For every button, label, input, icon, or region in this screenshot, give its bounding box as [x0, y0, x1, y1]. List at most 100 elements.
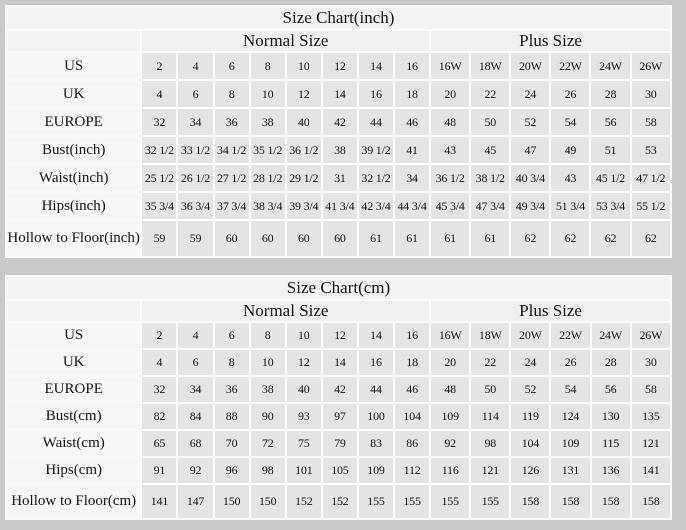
- data-cell: 31: [322, 165, 357, 191]
- data-cell: 155: [471, 485, 510, 518]
- data-cell: 16W: [431, 53, 470, 79]
- data-cell: 91: [142, 458, 177, 483]
- data-cell: 62: [631, 221, 670, 256]
- table-row: US 2 4 6 8 10 12 14 16 16W 18W 20W 22W 24W 26W: [7, 323, 670, 348]
- data-cell: 61: [358, 221, 394, 256]
- data-cell: 25 1/2: [142, 165, 177, 191]
- data-cell: 114: [471, 404, 510, 429]
- row-label: Hips(cm): [7, 458, 141, 483]
- data-cell: 38: [322, 137, 357, 163]
- data-cell: 52: [511, 109, 550, 135]
- data-cell: 141: [631, 458, 670, 483]
- chart-title: Size Chart(cm): [7, 277, 670, 299]
- data-cell: 12: [286, 81, 321, 107]
- data-cell: 135: [631, 404, 670, 429]
- data-cell: 4: [142, 81, 177, 107]
- data-cell: 36: [214, 109, 249, 135]
- chart-title: Size Chart(inch): [7, 7, 670, 29]
- data-cell: 62: [511, 221, 550, 256]
- data-cell: 6: [178, 81, 213, 107]
- data-cell: 61: [431, 221, 470, 256]
- column-group-plus-size: Plus Size: [431, 31, 670, 51]
- data-cell: 4: [142, 350, 177, 375]
- data-cell: 54: [551, 109, 590, 135]
- row-label: Waist(cm): [7, 431, 141, 456]
- data-cell: 49 3/4: [511, 193, 550, 219]
- data-cell: 59: [142, 221, 177, 256]
- data-cell: 6: [178, 350, 213, 375]
- data-cell: 126: [511, 458, 550, 483]
- data-cell: 24W: [591, 323, 630, 348]
- table-row: Hips(cm) 91 92 96 98 101 105 109 112 116 121 126 131…: [7, 458, 670, 483]
- row-label: EUROPE: [7, 109, 141, 135]
- data-cell: 46: [395, 109, 430, 135]
- table-row: Waist(cm) 65 68 70 72 75 79 83 86 92 98 104 109 115 12…: [7, 431, 670, 456]
- data-cell: 58: [631, 377, 670, 402]
- column-group-normal-size: Normal Size: [142, 301, 430, 321]
- data-cell: 20W: [511, 53, 550, 79]
- row-label: Waist(inch): [7, 165, 141, 191]
- corner-cell: [7, 301, 141, 321]
- data-cell: 30: [631, 81, 670, 107]
- data-cell: 44: [358, 109, 394, 135]
- data-cell: 112: [395, 458, 430, 483]
- data-cell: 50: [471, 377, 510, 402]
- data-cell: 28: [591, 350, 630, 375]
- data-cell: 32 1/2: [142, 137, 177, 163]
- data-cell: 119: [511, 404, 550, 429]
- data-cell: 86: [395, 431, 430, 456]
- data-cell: 12: [322, 323, 357, 348]
- data-cell: 12: [322, 53, 357, 79]
- data-cell: 49: [551, 137, 590, 163]
- data-cell: 4: [178, 323, 213, 348]
- data-cell: 60: [250, 221, 285, 256]
- size-chart-inch-section: Size Chart(inch) Normal Size Plus Size US 2 4…: [5, 5, 681, 258]
- data-cell: 27 1/2: [214, 165, 249, 191]
- data-cell: 40: [286, 109, 321, 135]
- data-cell: 16: [358, 350, 394, 375]
- data-cell: 24: [511, 81, 550, 107]
- data-cell: 158: [631, 485, 670, 518]
- data-cell: 38 3/4: [250, 193, 285, 219]
- data-cell: 28 1/2: [250, 165, 285, 191]
- data-cell: 115: [591, 431, 630, 456]
- data-cell: 41 3/4: [322, 193, 357, 219]
- data-cell: 20: [431, 350, 470, 375]
- data-cell: 109: [431, 404, 470, 429]
- data-cell: 22W: [551, 323, 590, 348]
- data-cell: 26W: [631, 53, 670, 79]
- data-cell: 40: [286, 377, 321, 402]
- data-cell: 155: [431, 485, 470, 518]
- data-cell: 92: [431, 431, 470, 456]
- data-cell: 55 1/2: [631, 193, 670, 219]
- data-cell: 47 1/2: [631, 165, 670, 191]
- data-cell: 51: [591, 137, 630, 163]
- data-cell: 62: [551, 221, 590, 256]
- data-cell: 37 3/4: [214, 193, 249, 219]
- size-chart-cm-table: Size Chart(cm) Normal Size Plus Size US 2 4 6 8…: [5, 275, 672, 520]
- data-cell: 10: [286, 323, 321, 348]
- data-cell: 104: [395, 404, 430, 429]
- data-cell: 14: [358, 323, 394, 348]
- data-cell: 100: [358, 404, 394, 429]
- data-cell: 8: [250, 53, 285, 79]
- data-cell: 43: [551, 165, 590, 191]
- data-cell: 141: [142, 485, 177, 518]
- data-cell: 42: [322, 377, 357, 402]
- data-cell: 68: [178, 431, 213, 456]
- data-cell: 116: [431, 458, 470, 483]
- data-cell: 4: [178, 53, 213, 79]
- data-cell: 38: [250, 109, 285, 135]
- data-cell: 12: [286, 350, 321, 375]
- data-cell: 158: [591, 485, 630, 518]
- data-cell: 152: [322, 485, 357, 518]
- data-cell: 45 1/2: [591, 165, 630, 191]
- data-cell: 48: [431, 109, 470, 135]
- data-cell: 47 3/4: [471, 193, 510, 219]
- data-cell: 150: [214, 485, 249, 518]
- row-label: Bust(inch): [7, 137, 141, 163]
- table-row: EUROPE 32 34 36 38 40 42 44 46 48 50 52 54 56 58: [7, 109, 670, 135]
- size-chart-cm-section: Size Chart(cm) Normal Size Plus Size US 2 4 6 8…: [5, 275, 681, 520]
- data-cell: 24W: [591, 53, 630, 79]
- data-cell: 70: [214, 431, 249, 456]
